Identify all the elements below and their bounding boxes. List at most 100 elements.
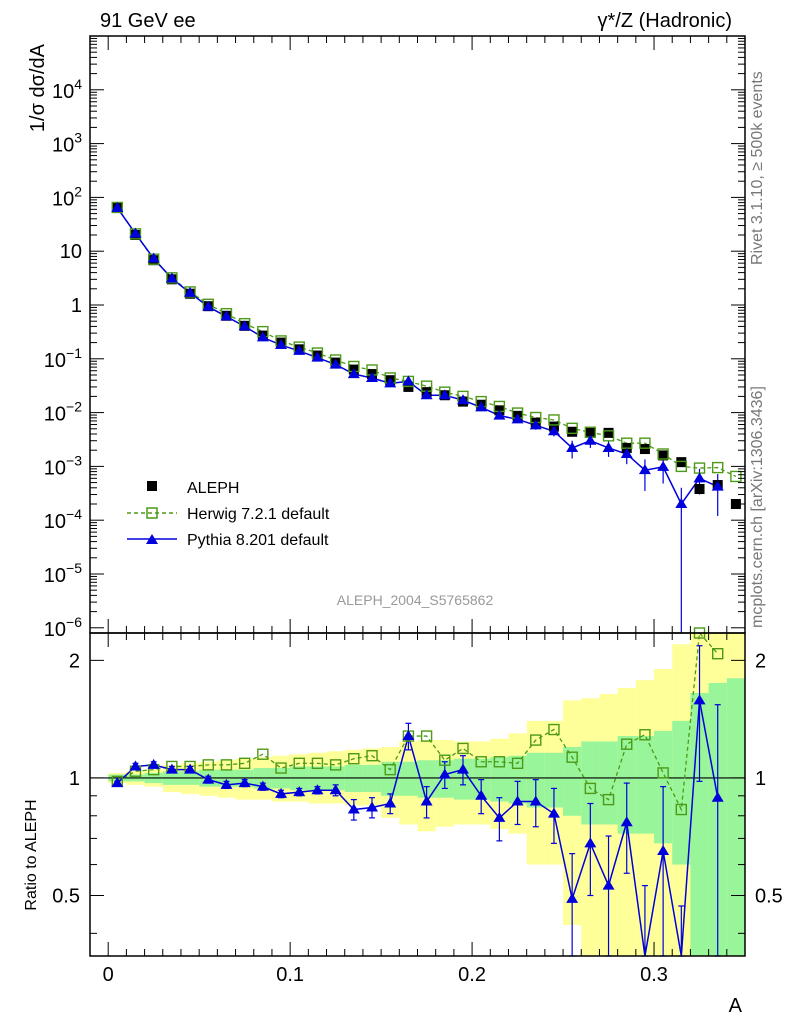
- ratio-y-tick-label: 2: [69, 650, 80, 672]
- herwig-point: [675, 460, 688, 473]
- pythia-point: [511, 413, 524, 424]
- pythia-point: [384, 377, 397, 388]
- top-ylabel: 1/σ dσ/dA: [27, 43, 49, 132]
- bottom-ylabel: Ratio to ALEPH: [23, 799, 40, 910]
- band-inner-bin: [599, 741, 618, 825]
- pythia-point: [129, 227, 142, 238]
- pythia-point: [420, 389, 433, 400]
- x-axis-label: A: [729, 995, 743, 1017]
- pythia-point: [184, 286, 197, 297]
- herwig-ratio-point: [275, 762, 287, 774]
- top-y-tick-label: 104: [52, 76, 82, 103]
- herwig-ratio-line: [116, 631, 719, 812]
- pythia-ratio-point: [566, 892, 579, 903]
- pythia-point: [638, 464, 651, 475]
- top-y-tick-label: 10−2: [44, 399, 82, 426]
- ratio-y-tick-label-right: 2: [755, 650, 766, 672]
- pythia-point: [438, 389, 451, 400]
- band-inner-bin: [726, 678, 745, 956]
- herwig-ratio-point: [602, 793, 615, 806]
- herwig-ratio-point: [566, 751, 578, 763]
- herwig-ratio-point: [457, 742, 469, 755]
- right-title: γ*/Z (Hadronic): [598, 10, 732, 32]
- top-y-tick-label: 103: [52, 130, 82, 157]
- x-tick-label: 0: [103, 964, 114, 986]
- pythia-point: [711, 480, 724, 491]
- herwig-ratio-point: [475, 756, 487, 768]
- herwig-point: [602, 430, 615, 442]
- pythia-ratio-point: [347, 803, 360, 814]
- aleph-point: [676, 457, 687, 468]
- herwig-line: [116, 207, 737, 478]
- pythia-point: [584, 434, 597, 445]
- herwig-ratio-point: [220, 759, 233, 771]
- pythia-ratio-point: [529, 795, 542, 806]
- pythia-point: [693, 472, 706, 483]
- pythia-point: [275, 339, 288, 350]
- pythia-point: [456, 394, 469, 405]
- ratio-y-tick-label: 0.5: [52, 886, 80, 908]
- pythia-point: [402, 375, 415, 386]
- legend-herwig-marker: [146, 507, 158, 519]
- herwig-point: [730, 470, 742, 483]
- herwig-ratio-point: [712, 648, 724, 660]
- pythia-ratio-point: [275, 787, 288, 798]
- herwig-ratio-point: [493, 756, 506, 768]
- pythia-point: [256, 331, 269, 342]
- pythia-point: [165, 272, 178, 283]
- pythia-ratio-point: [366, 801, 379, 812]
- pythia-ratio-point: [329, 784, 342, 795]
- pythia-ratio-point: [111, 777, 124, 788]
- herwig-ratio-point: [311, 757, 324, 770]
- top-panel: [111, 201, 742, 633]
- legend-aleph-marker: [147, 481, 157, 491]
- top-y-tick-label: 102: [52, 183, 82, 210]
- aleph-point: [585, 426, 596, 437]
- ratio-y-tick-label-right: 0.5: [755, 886, 783, 908]
- herwig-ratio-point: [639, 729, 651, 741]
- pythia-point: [147, 252, 160, 263]
- herwig-ratio-point: [511, 757, 524, 770]
- pythia-ratio-point: [202, 773, 215, 784]
- herwig-ratio-point: [202, 759, 214, 771]
- pythia-point: [347, 368, 360, 379]
- herwig-ratio-point: [439, 754, 451, 766]
- pythia-ratio-point: [693, 694, 706, 705]
- legend-herwig-label: Herwig 7.2.1 default: [187, 506, 330, 523]
- pythia-ratio-point: [711, 791, 724, 802]
- pythia-ratio-point: [238, 777, 251, 788]
- band-inner-bin: [672, 720, 691, 865]
- herwig-ratio-point: [384, 763, 396, 776]
- pythia-ratio-point: [184, 763, 197, 774]
- pythia-point: [111, 201, 124, 212]
- pythia-point: [602, 441, 615, 452]
- top-y-tick-label: 10−3: [44, 452, 82, 479]
- x-tick-label: 0.3: [640, 964, 668, 986]
- aleph-point: [730, 498, 741, 509]
- herwig-ratio-point: [348, 753, 360, 765]
- herwig-point: [566, 422, 578, 435]
- analysis-watermark: ALEPH_2004_S5765862: [337, 592, 494, 608]
- pythia-point: [238, 320, 251, 331]
- herwig-ratio-point: [366, 750, 378, 762]
- pythia-ratio-point: [165, 763, 178, 774]
- left-title: 91 GeV ee: [100, 10, 196, 32]
- pythia-point: [566, 441, 579, 452]
- pythia-point: [311, 351, 324, 362]
- pythia-ratio-point: [475, 789, 488, 800]
- pythia-point: [475, 401, 488, 412]
- pythia-ratio-point: [402, 730, 415, 741]
- band-inner-bin: [635, 736, 655, 834]
- herwig-ratio-point: [420, 730, 433, 742]
- pythia-point: [657, 460, 670, 471]
- ratio-y-tick-label-right: 1: [755, 768, 766, 790]
- pythia-ratio-point: [311, 784, 324, 795]
- aleph-point: [639, 444, 650, 455]
- rivet-label: Rivet 3.1.10, ≥ 500k events: [749, 71, 766, 265]
- herwig-ratio-point: [584, 782, 597, 795]
- herwig-point: [657, 448, 669, 460]
- herwig-ratio-point: [548, 723, 560, 736]
- herwig-ratio-point: [238, 757, 251, 770]
- band-inner-bin: [544, 752, 564, 808]
